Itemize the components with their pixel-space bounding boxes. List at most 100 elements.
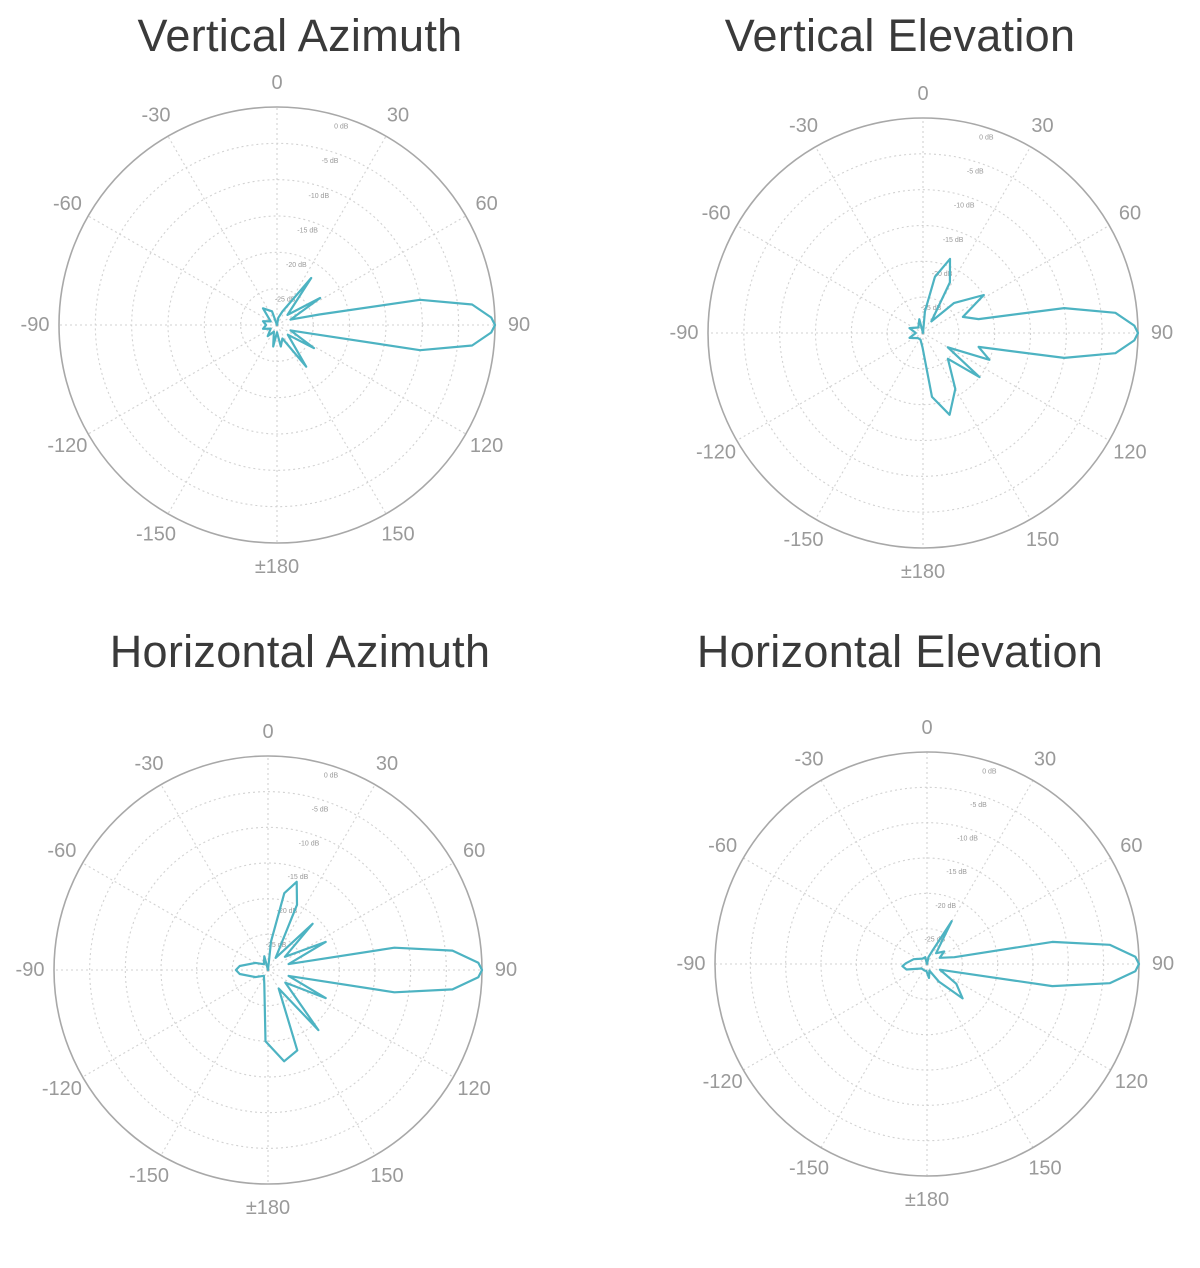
grid-ring: [743, 153, 1103, 513]
angle-tick-label: -60: [53, 193, 82, 215]
chart-title: Vertical Azimuth: [137, 10, 463, 61]
grid-spoke: [926, 963, 1034, 1148]
angle-tick-label: 0: [921, 717, 932, 739]
grid-spoke: [743, 857, 928, 965]
db-ring-label: -15 dB: [943, 237, 964, 244]
angle-tick-label: 60: [475, 193, 497, 215]
angle-tick-label: 90: [1151, 322, 1173, 344]
angle-tick-label: 150: [1026, 529, 1059, 551]
polar-plot: 0 30 60 90 120 150 ±180 -150 -120 -90 -60 -30 0 dB -5…: [670, 83, 1174, 583]
horizontal-elevation-chart: Horizontal Elevation 0 30 60 90 120 150 ±180 -1…: [600, 626, 1200, 1268]
angle-tick-label: ±180: [901, 561, 945, 583]
grid-spoke: [922, 332, 1031, 520]
grid-spoke: [82, 969, 269, 1078]
radiation-pattern-line: [901, 920, 1141, 1000]
db-ring-label: -20 dB: [935, 903, 956, 910]
grid-spoke: [815, 332, 924, 520]
grid-ring: [814, 224, 1032, 442]
grid-spoke: [743, 963, 928, 1071]
radiation-pattern-line: [234, 880, 484, 1063]
grid-spoke: [922, 225, 1110, 334]
angle-tick-label: 0: [262, 721, 273, 743]
angle-tick-label: 150: [1028, 1157, 1061, 1179]
angle-tick-label: 120: [1115, 1071, 1148, 1093]
db-ring-label: -10 dB: [299, 840, 320, 847]
angle-tick-label: 90: [1152, 953, 1174, 975]
angle-tick-label: 60: [1119, 203, 1141, 225]
grid-spoke: [87, 324, 278, 435]
angle-tick-label: 90: [508, 314, 530, 336]
db-ring-label: -10 dB: [309, 193, 330, 200]
db-ring-label: 0 dB: [334, 124, 349, 131]
db-ring-label: -5 dB: [967, 169, 984, 176]
db-ring-label: -10 dB: [957, 836, 978, 843]
angle-tick-label: -60: [702, 203, 731, 225]
angle-tick-label: 60: [463, 840, 485, 862]
grid-ring: [167, 215, 387, 435]
angle-tick-label: -30: [142, 104, 171, 126]
db-ring-label: -25 dB: [275, 296, 296, 303]
grid-spoke: [926, 963, 1111, 1071]
angle-tick-label: -90: [670, 322, 699, 344]
angle-tick-label: -150: [129, 1165, 169, 1187]
vertical-azimuth-chart: Vertical Azimuth 0 30 60 90 120 150 ±180 -150 -1…: [0, 0, 600, 634]
grid-spoke: [736, 225, 924, 334]
grid-spoke: [267, 969, 376, 1156]
angle-tick-label: -150: [783, 529, 823, 551]
db-ring-label: -20 dB: [932, 271, 953, 278]
angle-tick-label: 0: [917, 83, 928, 105]
polar-plot: 0 30 60 90 120 150 ±180 -150 -120 -90 -60 -30 0 dB -5…: [677, 717, 1175, 1211]
angle-tick-label: -60: [47, 840, 76, 862]
chart-title: Horizontal Azimuth: [109, 626, 491, 677]
polar-plot: 0 30 60 90 120 150 ±180 -150 -120 -90 -60 -30 0 dB -5…: [16, 721, 518, 1219]
db-ring-label: -25 dB: [921, 305, 942, 312]
angle-tick-label: -120: [42, 1078, 82, 1100]
grid-ring: [89, 791, 447, 1149]
angle-tick-label: 120: [1113, 442, 1146, 464]
angle-tick-label: 0: [271, 72, 282, 94]
db-ring-label: -15 dB: [297, 227, 318, 234]
db-ring-label: -15 dB: [946, 869, 967, 876]
grid-spoke: [276, 324, 387, 515]
db-ring-label: 0 dB: [982, 768, 997, 775]
grid-spoke: [167, 324, 278, 515]
grid-spoke: [926, 857, 1111, 965]
angle-tick-label: -150: [136, 524, 176, 546]
angle-tick-label: ±180: [905, 1189, 949, 1211]
angle-tick-label: -60: [708, 835, 737, 857]
db-ring-label: -5 dB: [322, 158, 339, 165]
angle-tick-label: 90: [495, 959, 517, 981]
db-ring-label: -25 dB: [925, 936, 946, 943]
grid-spoke: [276, 135, 387, 326]
db-ring-label: 0 dB: [324, 772, 339, 779]
angle-tick-label: -90: [21, 314, 50, 336]
db-ring-label: -15 dB: [288, 874, 309, 881]
grid-spoke: [815, 146, 924, 334]
angle-tick-label: 30: [1034, 749, 1056, 771]
db-ring-label: -20 dB: [286, 262, 307, 269]
db-ring-label: -5 dB: [970, 802, 987, 809]
angle-tick-label: -30: [135, 753, 164, 775]
grid-spoke: [87, 215, 278, 326]
chart-title: Horizontal Elevation: [696, 626, 1104, 677]
polar-plot: 0 30 60 90 120 150 ±180 -150 -120 -90 -60 -30 0 dB -5…: [21, 72, 531, 578]
angle-tick-label: ±180: [255, 556, 299, 578]
angle-tick-label: 30: [387, 104, 409, 126]
angle-tick-label: 120: [457, 1078, 490, 1100]
angle-tick-label: -150: [789, 1157, 829, 1179]
db-ring-label: -20 dB: [277, 908, 298, 915]
grid-spoke: [922, 332, 1110, 441]
grid-spoke: [160, 969, 269, 1156]
angle-tick-label: -90: [16, 959, 45, 981]
angle-tick-label: 150: [370, 1165, 403, 1187]
angle-tick-label: -30: [795, 749, 824, 771]
db-ring-label: -25 dB: [266, 942, 287, 949]
grid-ring: [203, 251, 351, 399]
horizontal-azimuth-chart: Horizontal Azimuth 0 30 60 90 120 150 ±180 -150…: [0, 626, 600, 1268]
grid-ring: [779, 189, 1067, 477]
angle-tick-label: 30: [376, 753, 398, 775]
grid-ring: [124, 826, 412, 1114]
grid-spoke: [736, 332, 924, 441]
grid-spoke: [82, 862, 269, 971]
angle-tick-label: -120: [696, 442, 736, 464]
